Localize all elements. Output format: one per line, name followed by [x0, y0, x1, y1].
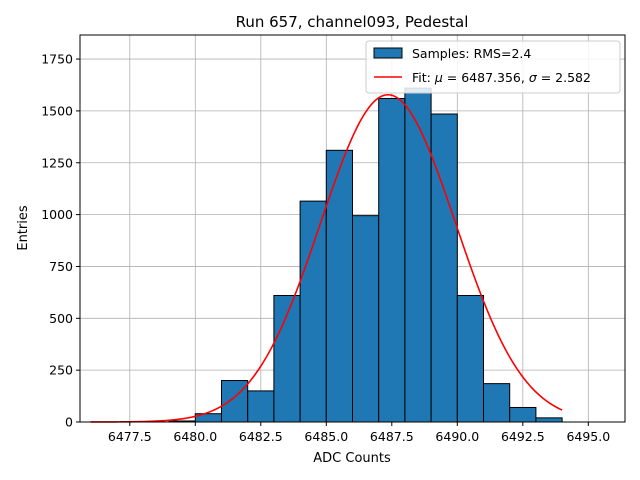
x-axis-label: ADC Counts — [313, 451, 391, 466]
legend-fit-suffix: = 2.582 — [537, 70, 591, 85]
legend-label-fit: Fit: μ = 6487.356, σ = 2.582 — [412, 70, 591, 85]
y-axis-label: Entries — [16, 205, 31, 251]
y-tick-label: 0 — [65, 415, 73, 430]
legend-label-histogram: Samples: RMS=2.4 — [412, 46, 531, 61]
fit-curve — [90, 93, 563, 423]
plot-frame — [79, 34, 626, 423]
histogram-bar — [483, 383, 511, 423]
x-tick-label: 6490.0 — [435, 429, 479, 444]
histogram-bar — [325, 149, 353, 423]
legend-swatch-histogram — [373, 47, 403, 59]
histogram-bar — [352, 215, 380, 423]
x-tick-label: 6482.5 — [239, 429, 283, 444]
histogram-bar — [430, 113, 458, 423]
x-tick-label: 6485.0 — [304, 429, 348, 444]
histogram-bars — [168, 87, 563, 423]
histogram-bar — [378, 97, 406, 423]
y-tick-label: 1000 — [41, 207, 73, 222]
histogram-bar — [404, 87, 432, 423]
x-axis-ticks: 6477.5 6480.0 6482.5 6485.0 6487.5 6490.0 6492… — [108, 422, 610, 444]
x-tick-label: 6495.0 — [566, 429, 610, 444]
y-tick-label: 500 — [49, 311, 73, 326]
x-tick-label: 6487.5 — [370, 429, 414, 444]
x-tick-label: 6477.5 — [108, 429, 152, 444]
histogram-bar — [299, 200, 327, 423]
y-tick-label: 1750 — [41, 52, 73, 67]
histogram-bar — [220, 380, 249, 423]
legend-fit-mu: μ — [434, 70, 443, 85]
y-tick-label: 750 — [49, 259, 73, 274]
legend: Samples: RMS=2.4 Fit: μ = 6487.356, σ = … — [365, 40, 621, 94]
chart-title: Run 657, channel093, Pedestal — [236, 13, 469, 31]
histogram-bar — [509, 406, 537, 423]
x-tick-label: 6492.5 — [501, 429, 545, 444]
histogram-bar — [247, 390, 275, 423]
histogram-bar — [535, 417, 563, 423]
legend-box — [365, 40, 621, 94]
legend-fit-mid: = 6487.356, — [443, 70, 529, 85]
legend-fit-prefix: Fit: — [412, 70, 435, 85]
y-tick-label: 250 — [49, 363, 73, 378]
histogram-bar — [456, 294, 485, 423]
x-tick-label: 6480.0 — [173, 429, 217, 444]
y-axis-ticks: 0 250 500 750 1000 1250 1500 1750 — [41, 52, 80, 430]
legend-fit-sigma: σ — [529, 70, 538, 85]
y-tick-label: 1500 — [41, 103, 73, 118]
y-tick-label: 1250 — [41, 155, 73, 170]
